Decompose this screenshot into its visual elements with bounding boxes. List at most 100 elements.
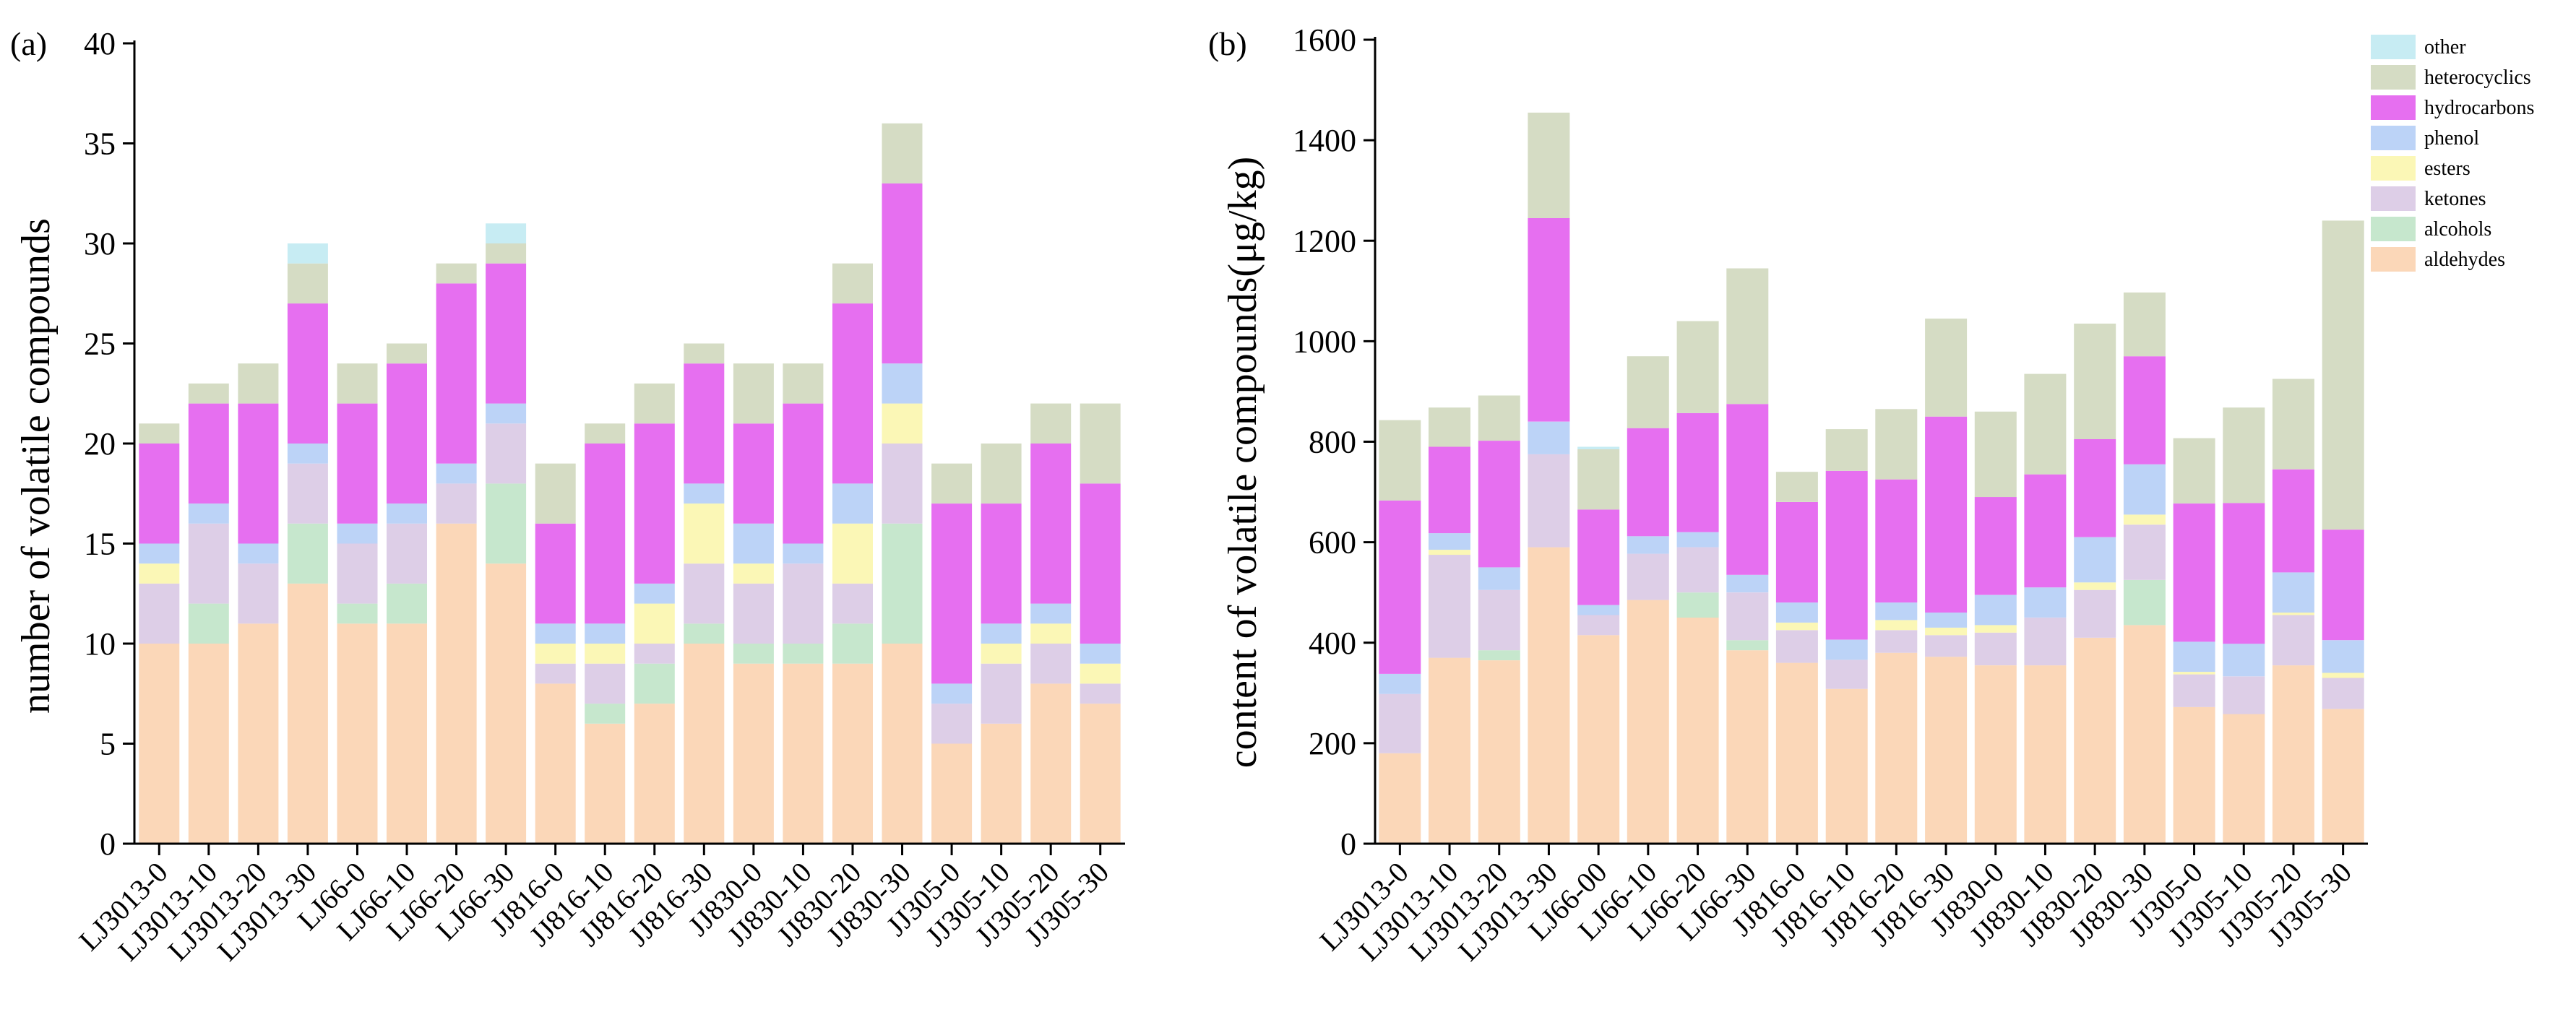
a-bar-ketones-19	[1080, 683, 1121, 704]
b-bar-ketones-15	[2123, 524, 2166, 580]
b-bar-hydrocarbons-17	[2223, 503, 2265, 644]
panel-a-axes: 0510152025303540LJ3013-0LJ3013-10LJ3013-…	[72, 26, 1125, 967]
a-y-tick-label-0: 0	[100, 826, 116, 862]
a-bar-hydrocarbons-11	[684, 363, 725, 484]
b-bar-aldehydes-3	[1528, 547, 1570, 844]
a-bar-hydrocarbons-14	[832, 303, 873, 484]
a-bar-aldehydes-6	[436, 523, 477, 844]
panel-b-chart: (b) content of volatile compounds(μg/kg)…	[1208, 22, 2534, 967]
b-bar-aldehydes-8	[1775, 662, 1818, 844]
a-bar-hydrocarbons-17	[981, 503, 1022, 624]
b-bar-phenol-15	[2123, 464, 2166, 515]
b-bar-esters-8	[1775, 622, 1818, 631]
a-bar-phenol-8	[535, 623, 576, 644]
b-bar-ketones-12	[1974, 632, 2017, 665]
b-bar-heterocyclics-19	[2322, 220, 2364, 530]
a-bar-heterocyclics-8	[535, 463, 576, 524]
b-bar-hydrocarbons-8	[1775, 502, 1818, 603]
a-y-tick-label-2: 10	[84, 626, 116, 662]
a-y-tick-label-8: 40	[84, 26, 116, 61]
b-bar-phenol-10	[1875, 602, 1918, 620]
legend-swatch-other	[2371, 35, 2416, 59]
a-bar-aldehydes-16	[931, 743, 973, 844]
a-bar-aldehydes-13	[783, 663, 824, 844]
a-bar-phenol-3	[287, 444, 328, 464]
a-bar-alcohols-9	[585, 704, 626, 724]
a-bar-aldehydes-1	[188, 644, 229, 844]
legend-swatch-heterocyclics	[2371, 65, 2416, 90]
a-bar-phenol-19	[1080, 644, 1121, 664]
b-y-tick-label-1: 200	[1309, 726, 1356, 761]
a-bar-heterocyclics-5	[387, 343, 427, 364]
panel-a-bars	[139, 123, 1121, 844]
b-bar-alcohols-15	[2123, 579, 2166, 626]
b-bar-heterocyclics-2	[1478, 395, 1520, 441]
a-bar-phenol-6	[436, 463, 477, 484]
a-bar-aldehydes-11	[684, 644, 725, 844]
a-bar-aldehydes-5	[387, 623, 427, 844]
b-bar-alcohols-6	[1676, 592, 1719, 618]
b-bar-heterocyclics-7	[1726, 268, 1769, 405]
a-bar-phenol-17	[981, 623, 1022, 644]
b-bar-heterocyclics-17	[2223, 407, 2265, 503]
b-bar-esters-11	[1925, 627, 1968, 636]
a-bar-hydrocarbons-16	[931, 503, 973, 684]
a-bar-ketones-6	[436, 483, 477, 524]
b-bar-phenol-14	[2074, 537, 2116, 583]
a-bar-heterocyclics-17	[981, 444, 1022, 504]
b-bar-heterocyclics-4	[1577, 449, 1620, 510]
legend-swatch-esters	[2371, 156, 2416, 181]
a-bar-heterocyclics-16	[931, 463, 973, 504]
b-bar-aldehydes-13	[2024, 665, 2067, 844]
a-bar-aldehydes-0	[139, 644, 180, 844]
panel-b-y-axis-label: content of volatile compounds(μg/kg)	[1220, 157, 1265, 769]
b-bar-heterocyclics-12	[1974, 411, 2017, 498]
a-bar-hydrocarbons-10	[634, 423, 675, 584]
a-bar-ketones-18	[1030, 644, 1072, 684]
a-bar-ketones-2	[238, 563, 279, 624]
a-bar-esters-9	[585, 644, 626, 664]
a-bar-ketones-14	[832, 583, 873, 624]
b-bar-esters-12	[1974, 625, 2017, 633]
b-bar-heterocyclics-6	[1676, 321, 1719, 413]
a-bar-other-3	[287, 243, 328, 264]
a-bar-hydrocarbons-5	[387, 363, 427, 504]
b-bar-phenol-4	[1577, 605, 1620, 615]
b-bar-esters-1	[1429, 550, 1470, 555]
b-bar-ketones-6	[1676, 547, 1719, 593]
a-y-tick-label-4: 20	[84, 426, 116, 462]
b-bar-aldehydes-18	[2272, 665, 2314, 844]
b-bar-ketones-14	[2074, 589, 2116, 638]
legend-label-aldehydes: aldehydes	[2424, 248, 2505, 271]
b-bar-ketones-7	[1726, 592, 1769, 641]
a-bar-phenol-9	[585, 623, 626, 644]
b-bar-phenol-13	[2024, 587, 2067, 618]
a-bar-phenol-13	[783, 543, 824, 564]
a-bar-phenol-11	[684, 483, 725, 504]
a-bar-aldehydes-10	[634, 704, 675, 844]
a-bar-phenol-4	[337, 523, 378, 544]
a-bar-ketones-13	[783, 563, 824, 644]
b-bar-ketones-18	[2272, 615, 2314, 666]
b-bar-heterocyclics-16	[2173, 438, 2215, 503]
b-bar-heterocyclics-15	[2123, 292, 2166, 357]
b-bar-heterocyclics-8	[1775, 472, 1818, 502]
a-bar-ketones-15	[882, 444, 923, 524]
a-bar-esters-0	[139, 563, 180, 584]
b-bar-ketones-5	[1627, 553, 1669, 600]
a-bar-hydrocarbons-6	[436, 283, 477, 464]
b-y-tick-label-5: 1000	[1293, 324, 1356, 359]
a-bar-ketones-16	[931, 704, 973, 744]
a-bar-ketones-17	[981, 663, 1022, 724]
a-bar-phenol-2	[238, 543, 279, 564]
b-bar-hydrocarbons-5	[1627, 428, 1669, 537]
b-bar-ketones-19	[2322, 678, 2364, 709]
b-bar-esters-14	[2074, 582, 2116, 590]
a-bar-heterocyclics-18	[1030, 403, 1072, 444]
b-bar-aldehydes-10	[1875, 652, 1918, 844]
b-bar-hydrocarbons-18	[2272, 469, 2314, 573]
a-bar-hydrocarbons-2	[238, 403, 279, 544]
b-y-tick-label-8: 1600	[1293, 22, 1356, 58]
b-bar-aldehydes-12	[1974, 665, 2017, 844]
b-bar-ketones-2	[1478, 589, 1520, 651]
